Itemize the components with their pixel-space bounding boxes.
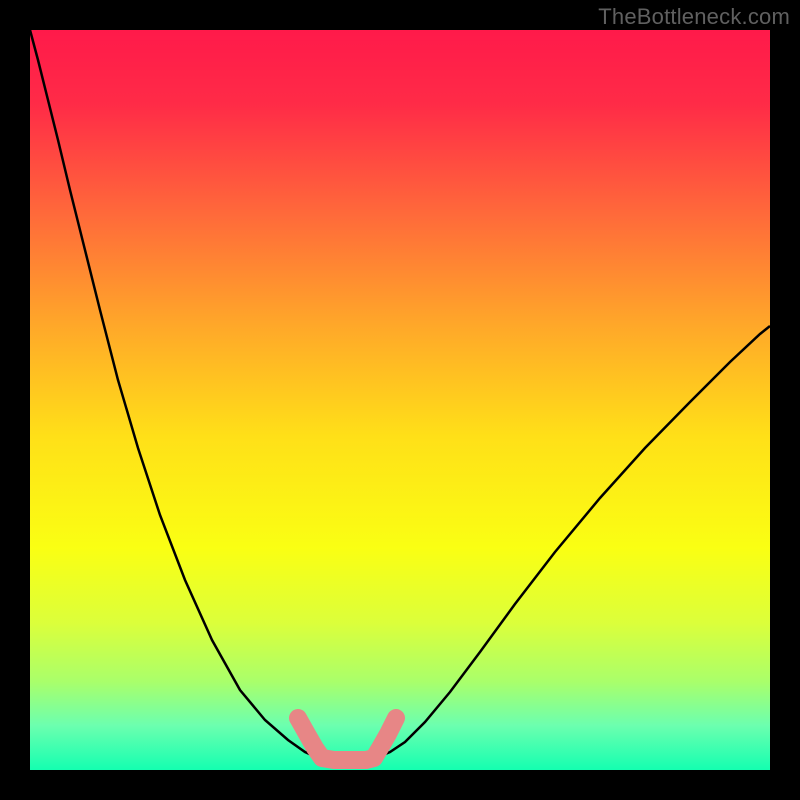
curve-left <box>30 30 316 757</box>
bottleneck-marker <box>298 718 396 760</box>
watermark-text: TheBottleneck.com <box>598 4 790 30</box>
curves-layer <box>0 0 800 800</box>
curve-right <box>378 326 770 757</box>
chart-container: TheBottleneck.com <box>0 0 800 800</box>
